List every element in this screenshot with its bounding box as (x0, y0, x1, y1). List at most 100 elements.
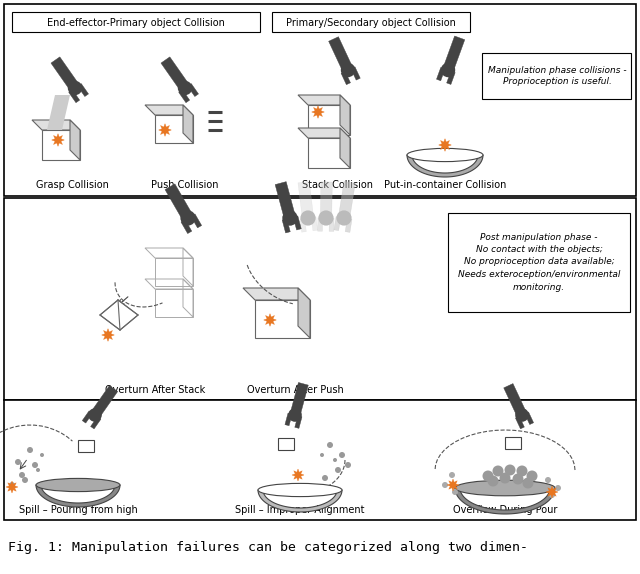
Circle shape (527, 471, 538, 482)
Polygon shape (159, 124, 172, 136)
Polygon shape (243, 288, 310, 300)
Circle shape (522, 478, 534, 488)
Ellipse shape (36, 478, 120, 491)
Polygon shape (52, 134, 64, 146)
Circle shape (335, 467, 341, 473)
Polygon shape (183, 105, 193, 143)
Polygon shape (447, 479, 459, 491)
Polygon shape (311, 217, 317, 231)
Circle shape (555, 485, 561, 491)
Polygon shape (42, 130, 80, 160)
Polygon shape (264, 314, 276, 326)
Polygon shape (191, 214, 202, 228)
Polygon shape (102, 329, 115, 342)
Polygon shape (455, 488, 555, 514)
Polygon shape (32, 120, 80, 130)
Polygon shape (293, 216, 301, 230)
FancyBboxPatch shape (4, 4, 636, 196)
Polygon shape (292, 469, 304, 481)
Polygon shape (282, 219, 290, 233)
Polygon shape (298, 128, 350, 138)
Text: Fig. 1: Manipulation failures can be categorized along two dimen-: Fig. 1: Manipulation failures can be cat… (8, 541, 528, 554)
Polygon shape (78, 440, 94, 452)
Circle shape (40, 453, 44, 457)
Polygon shape (298, 288, 310, 338)
Polygon shape (275, 181, 296, 219)
Text: Spill – Improper Alignment: Spill – Improper Alignment (236, 505, 365, 515)
Polygon shape (351, 67, 360, 80)
Ellipse shape (455, 480, 555, 496)
Polygon shape (298, 181, 314, 219)
Polygon shape (51, 57, 79, 91)
Polygon shape (317, 218, 323, 231)
Circle shape (36, 468, 40, 472)
Circle shape (282, 211, 298, 226)
Polygon shape (340, 95, 350, 135)
Text: Primary/Secondary object Collision: Primary/Secondary object Collision (286, 18, 456, 28)
Circle shape (68, 81, 82, 95)
Polygon shape (91, 417, 101, 429)
Polygon shape (282, 219, 290, 233)
Polygon shape (320, 182, 332, 218)
FancyBboxPatch shape (4, 400, 636, 520)
Polygon shape (308, 138, 350, 168)
Polygon shape (312, 106, 324, 118)
Polygon shape (6, 481, 18, 493)
Circle shape (32, 462, 38, 468)
Polygon shape (68, 90, 79, 103)
FancyBboxPatch shape (272, 12, 470, 32)
Circle shape (499, 472, 511, 483)
Circle shape (178, 81, 192, 95)
Polygon shape (161, 57, 189, 91)
Polygon shape (83, 411, 93, 423)
Circle shape (545, 477, 551, 483)
Polygon shape (340, 128, 350, 168)
Circle shape (300, 211, 316, 226)
FancyBboxPatch shape (448, 213, 630, 312)
Circle shape (504, 464, 515, 475)
Text: End-effector-Primary object Collision: End-effector-Primary object Collision (47, 18, 225, 28)
Circle shape (322, 475, 328, 481)
Polygon shape (443, 36, 465, 72)
Circle shape (337, 211, 351, 226)
Polygon shape (334, 217, 340, 231)
FancyBboxPatch shape (4, 198, 636, 400)
Circle shape (513, 474, 524, 484)
Text: Overflow During Pour: Overflow During Pour (453, 505, 557, 515)
Polygon shape (293, 216, 301, 230)
Circle shape (22, 477, 28, 483)
Polygon shape (341, 71, 351, 84)
Ellipse shape (407, 149, 483, 162)
Circle shape (27, 447, 33, 453)
Polygon shape (436, 67, 445, 81)
Circle shape (9, 482, 15, 488)
Text: Overturn After Stack: Overturn After Stack (105, 385, 205, 395)
Circle shape (449, 472, 455, 478)
Circle shape (549, 492, 555, 498)
Circle shape (488, 475, 499, 487)
Polygon shape (70, 120, 80, 160)
Circle shape (339, 452, 345, 458)
Text: Push Collision: Push Collision (151, 180, 219, 190)
Circle shape (341, 63, 355, 77)
Circle shape (333, 458, 337, 462)
Polygon shape (290, 382, 308, 416)
Polygon shape (275, 181, 296, 219)
Circle shape (88, 408, 102, 422)
Polygon shape (339, 181, 355, 219)
Polygon shape (285, 413, 292, 426)
Text: Stack Collision: Stack Collision (303, 180, 374, 190)
Polygon shape (298, 95, 350, 105)
Polygon shape (515, 416, 524, 429)
Circle shape (319, 211, 333, 226)
Polygon shape (47, 95, 70, 130)
FancyBboxPatch shape (482, 53, 631, 99)
Text: Grasp Collision: Grasp Collision (36, 180, 108, 190)
Circle shape (345, 462, 351, 468)
Circle shape (282, 211, 298, 226)
Polygon shape (329, 218, 334, 231)
Circle shape (516, 466, 527, 476)
Text: Post manipulation phase -
No contact with the objects;
No proprioception data av: Post manipulation phase - No contact wit… (458, 232, 620, 292)
Polygon shape (155, 115, 193, 143)
Polygon shape (165, 184, 193, 221)
